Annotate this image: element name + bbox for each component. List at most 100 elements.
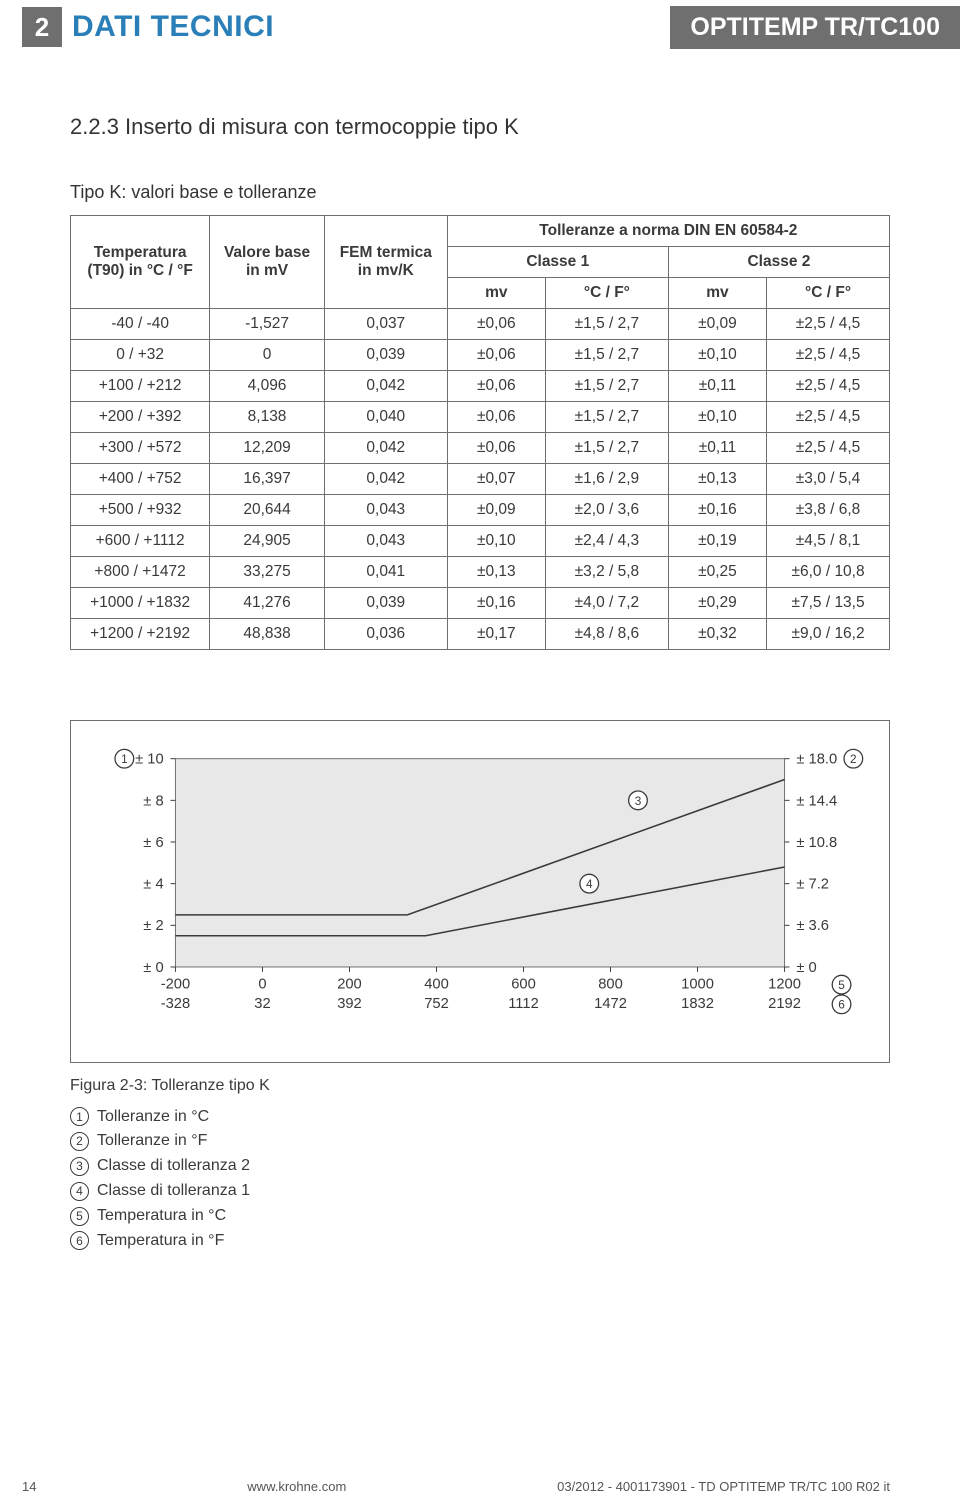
table-cell: ±0,13 xyxy=(668,464,766,495)
th-base: Valore base in mV xyxy=(210,216,325,309)
legend-marker-3: 3 xyxy=(70,1157,89,1176)
svg-text:1472: 1472 xyxy=(594,996,627,1012)
svg-text:6: 6 xyxy=(838,999,845,1012)
table-cell: ±0,10 xyxy=(668,340,766,371)
table-row: +300 / +57212,2090,042±0,06±1,5 / 2,7±0,… xyxy=(71,433,890,464)
th-temperature: Temperatura (T90) in °C / °F xyxy=(71,216,210,309)
svg-text:± 6: ± 6 xyxy=(143,835,163,851)
svg-text:752: 752 xyxy=(424,996,449,1012)
table-cell: 0,042 xyxy=(324,371,447,402)
table-cell: ±0,07 xyxy=(447,464,545,495)
svg-text:± 7.2: ± 7.2 xyxy=(796,877,829,893)
table-cell: 12,209 xyxy=(210,433,325,464)
tolerance-chart: ± 0± 2± 4± 6± 8± 10± 0± 3.6± 7.2± 10.8± … xyxy=(87,741,873,1046)
table-cell: ±9,0 / 16,2 xyxy=(767,619,890,650)
table-cell: ±0,06 xyxy=(447,371,545,402)
section-number-badge: 2 xyxy=(22,7,62,47)
table-cell: 0,039 xyxy=(324,588,447,619)
table-cell: ±0,10 xyxy=(668,402,766,433)
legend-text-1: Tolleranze in °C xyxy=(97,1105,209,1130)
table-cell: ±0,16 xyxy=(668,495,766,526)
table-cell: 33,275 xyxy=(210,557,325,588)
table-row: +400 / +75216,3970,042±0,07±1,6 / 2,9±0,… xyxy=(71,464,890,495)
table-cell: ±0,09 xyxy=(668,309,766,340)
legend-marker-1: 1 xyxy=(70,1107,89,1126)
table-cell: ±0,11 xyxy=(668,371,766,402)
table-cell: +500 / +932 xyxy=(71,495,210,526)
legend-marker-5: 5 xyxy=(70,1207,89,1226)
svg-text:1112: 1112 xyxy=(508,996,539,1012)
table-row: +800 / +147233,2750,041±0,13±3,2 / 5,8±0… xyxy=(71,557,890,588)
table-cell: ±0,13 xyxy=(447,557,545,588)
table-cell: 0,041 xyxy=(324,557,447,588)
table-cell: ±1,5 / 2,7 xyxy=(545,309,668,340)
svg-text:± 3.6: ± 3.6 xyxy=(796,918,829,934)
table-cell: 24,905 xyxy=(210,526,325,557)
svg-text:1000: 1000 xyxy=(681,977,714,993)
table-row: +1200 / +219248,8380,036±0,17±4,8 / 8,6±… xyxy=(71,619,890,650)
table-cell: 0,042 xyxy=(324,464,447,495)
legend: 1 Tolleranze in °C 2Tolleranze in °F 3 Cla… xyxy=(70,1105,890,1254)
svg-text:1832: 1832 xyxy=(681,996,714,1012)
svg-text:± 10: ± 10 xyxy=(135,752,164,768)
legend-row-2: 2Tolleranze in °F xyxy=(70,1129,890,1154)
th-tolerance-main: Tolleranze a norma DIN EN 60584-2 xyxy=(447,216,889,247)
table-cell: ±3,2 / 5,8 xyxy=(545,557,668,588)
table-cell: ±2,5 / 4,5 xyxy=(767,433,890,464)
table-cell: +1000 / +1832 xyxy=(71,588,210,619)
th-classe1: Classe 1 xyxy=(447,247,668,278)
svg-text:32: 32 xyxy=(254,996,270,1012)
legend-marker-2: 2 xyxy=(70,1132,89,1151)
table-cell: -1,527 xyxy=(210,309,325,340)
table-cell: 0,040 xyxy=(324,402,447,433)
table-cell: ±4,5 / 8,1 xyxy=(767,526,890,557)
table-cell: 41,276 xyxy=(210,588,325,619)
svg-text:200: 200 xyxy=(337,977,362,993)
table-row: +100 / +2124,0960,042±0,06±1,5 / 2,7±0,1… xyxy=(71,371,890,402)
table-cell: 0,037 xyxy=(324,309,447,340)
table-row: +600 / +111224,9050,043±0,10±2,4 / 4,3±0… xyxy=(71,526,890,557)
footer-url: www.krohne.com xyxy=(247,1479,346,1494)
table-cell: ±1,5 / 2,7 xyxy=(545,433,668,464)
table-cell: ±1,5 / 2,7 xyxy=(545,340,668,371)
svg-text:0: 0 xyxy=(258,977,266,993)
table-row: +200 / +3928,1380,040±0,06±1,5 / 2,7±0,1… xyxy=(71,402,890,433)
figure-caption: Figura 2-3: Tolleranze tipo K xyxy=(70,1077,890,1095)
table-cell: ±4,0 / 7,2 xyxy=(545,588,668,619)
legend-text-4: Classe di tolleranza 1 xyxy=(97,1179,250,1204)
table-cell: ±0,32 xyxy=(668,619,766,650)
table-cell: 0,039 xyxy=(324,340,447,371)
th-mv-1: mv xyxy=(447,278,545,309)
legend-text-6: Temperatura in °F xyxy=(97,1229,224,1254)
table-cell: ±4,8 / 8,6 xyxy=(545,619,668,650)
legend-row-4: 4Classe di tolleranza 1 xyxy=(70,1179,890,1204)
table-cell: +200 / +392 xyxy=(71,402,210,433)
table-row: +1000 / +183241,2760,039±0,16±4,0 / 7,2±… xyxy=(71,588,890,619)
page-content: 2.2.3 Inserto di misura con termocoppie … xyxy=(0,54,960,1253)
svg-text:1200: 1200 xyxy=(768,977,801,993)
table-cell: 4,096 xyxy=(210,371,325,402)
table-cell: ±0,06 xyxy=(447,340,545,371)
svg-text:3: 3 xyxy=(635,795,642,808)
footer-right: 03/2012 - 4001173901 - TD OPTITEMP TR/TC… xyxy=(557,1479,890,1494)
legend-text-3: Classe di tolleranza 2 xyxy=(97,1154,250,1179)
table-row: -40 / -40-1,5270,037±0,06±1,5 / 2,7±0,09… xyxy=(71,309,890,340)
table-cell: 0 xyxy=(210,340,325,371)
svg-text:800: 800 xyxy=(598,977,623,993)
table-cell: ±0,25 xyxy=(668,557,766,588)
table-cell: +300 / +572 xyxy=(71,433,210,464)
svg-text:2: 2 xyxy=(850,753,857,766)
legend-row-5: 5 Temperatura in °C xyxy=(70,1204,890,1229)
table-cell: ±0,09 xyxy=(447,495,545,526)
svg-text:5: 5 xyxy=(838,979,845,992)
legend-text-5: Temperatura in °C xyxy=(97,1204,226,1229)
table-cell: ±1,5 / 2,7 xyxy=(545,402,668,433)
table-cell: 48,838 xyxy=(210,619,325,650)
th-fem: FEM termica in mv/K xyxy=(324,216,447,309)
th-classe2: Classe 2 xyxy=(668,247,889,278)
subsection-heading: 2.2.3 Inserto di misura con termocoppie … xyxy=(70,114,890,140)
table-cell: +600 / +1112 xyxy=(71,526,210,557)
table-cell: ±2,0 / 3,6 xyxy=(545,495,668,526)
table-cell: 0,043 xyxy=(324,495,447,526)
table-cell: 0,043 xyxy=(324,526,447,557)
